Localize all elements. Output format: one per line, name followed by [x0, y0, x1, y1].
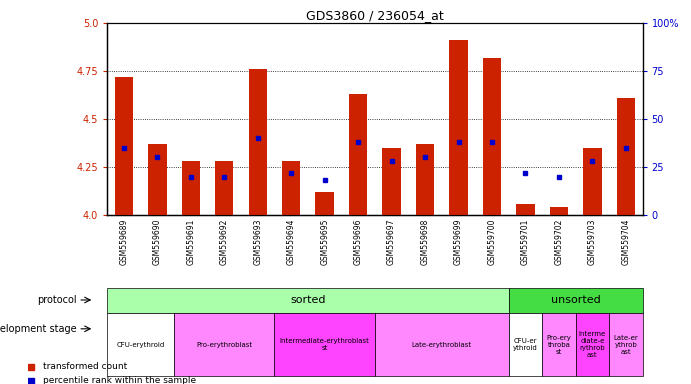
Bar — [509, 313, 542, 376]
Bar — [509, 288, 643, 313]
Text: development stage: development stage — [0, 324, 77, 334]
Bar — [349, 94, 368, 215]
Bar — [416, 144, 434, 215]
Bar — [583, 148, 602, 215]
Bar — [249, 69, 267, 215]
Text: transformed count: transformed count — [43, 362, 127, 371]
Text: Interme
diate-e
rythrob
ast: Interme diate-e rythrob ast — [579, 331, 606, 358]
Bar — [542, 313, 576, 376]
Bar — [516, 204, 535, 215]
Text: Pro-erythroblast: Pro-erythroblast — [196, 342, 252, 348]
Text: GSM559703: GSM559703 — [588, 218, 597, 265]
Bar — [449, 40, 468, 215]
Bar — [576, 313, 609, 376]
Text: GSM559702: GSM559702 — [554, 218, 563, 265]
Text: unsorted: unsorted — [551, 295, 600, 306]
Bar — [115, 77, 133, 215]
Text: Pro-ery
throba
st: Pro-ery throba st — [547, 334, 571, 355]
Text: GSM559697: GSM559697 — [387, 218, 396, 265]
Bar — [316, 192, 334, 215]
Text: GSM559696: GSM559696 — [354, 218, 363, 265]
Bar — [483, 58, 501, 215]
Bar — [107, 288, 509, 313]
Bar — [182, 161, 200, 215]
Text: percentile rank within the sample: percentile rank within the sample — [43, 376, 196, 384]
Text: CFU-er
ythroid: CFU-er ythroid — [513, 338, 538, 351]
Text: GSM559699: GSM559699 — [454, 218, 463, 265]
Bar — [550, 207, 568, 215]
Text: GSM559693: GSM559693 — [253, 218, 262, 265]
Bar — [148, 144, 167, 215]
Bar — [107, 313, 174, 376]
Bar — [282, 161, 301, 215]
Text: GSM559694: GSM559694 — [287, 218, 296, 265]
Text: GSM559695: GSM559695 — [320, 218, 329, 265]
Bar — [382, 148, 401, 215]
Text: GSM559700: GSM559700 — [488, 218, 497, 265]
Bar — [375, 313, 509, 376]
Text: Late-er
ythrob
ast: Late-er ythrob ast — [614, 334, 638, 355]
Bar — [274, 313, 375, 376]
Text: GSM559701: GSM559701 — [521, 218, 530, 265]
Text: GSM559691: GSM559691 — [187, 218, 196, 265]
Text: protocol: protocol — [37, 295, 77, 305]
Text: Intermediate-erythroblast
st: Intermediate-erythroblast st — [280, 338, 370, 351]
Text: GSM559689: GSM559689 — [120, 218, 129, 265]
Bar — [616, 98, 635, 215]
Title: GDS3860 / 236054_at: GDS3860 / 236054_at — [306, 9, 444, 22]
Text: Late-erythroblast: Late-erythroblast — [412, 342, 472, 348]
Bar — [174, 313, 274, 376]
Text: CFU-erythroid: CFU-erythroid — [117, 342, 164, 348]
Text: GSM559698: GSM559698 — [421, 218, 430, 265]
Bar — [215, 161, 234, 215]
Text: GSM559690: GSM559690 — [153, 218, 162, 265]
Text: GSM559704: GSM559704 — [621, 218, 630, 265]
Text: GSM559692: GSM559692 — [220, 218, 229, 265]
Text: sorted: sorted — [290, 295, 325, 306]
Bar — [609, 313, 643, 376]
